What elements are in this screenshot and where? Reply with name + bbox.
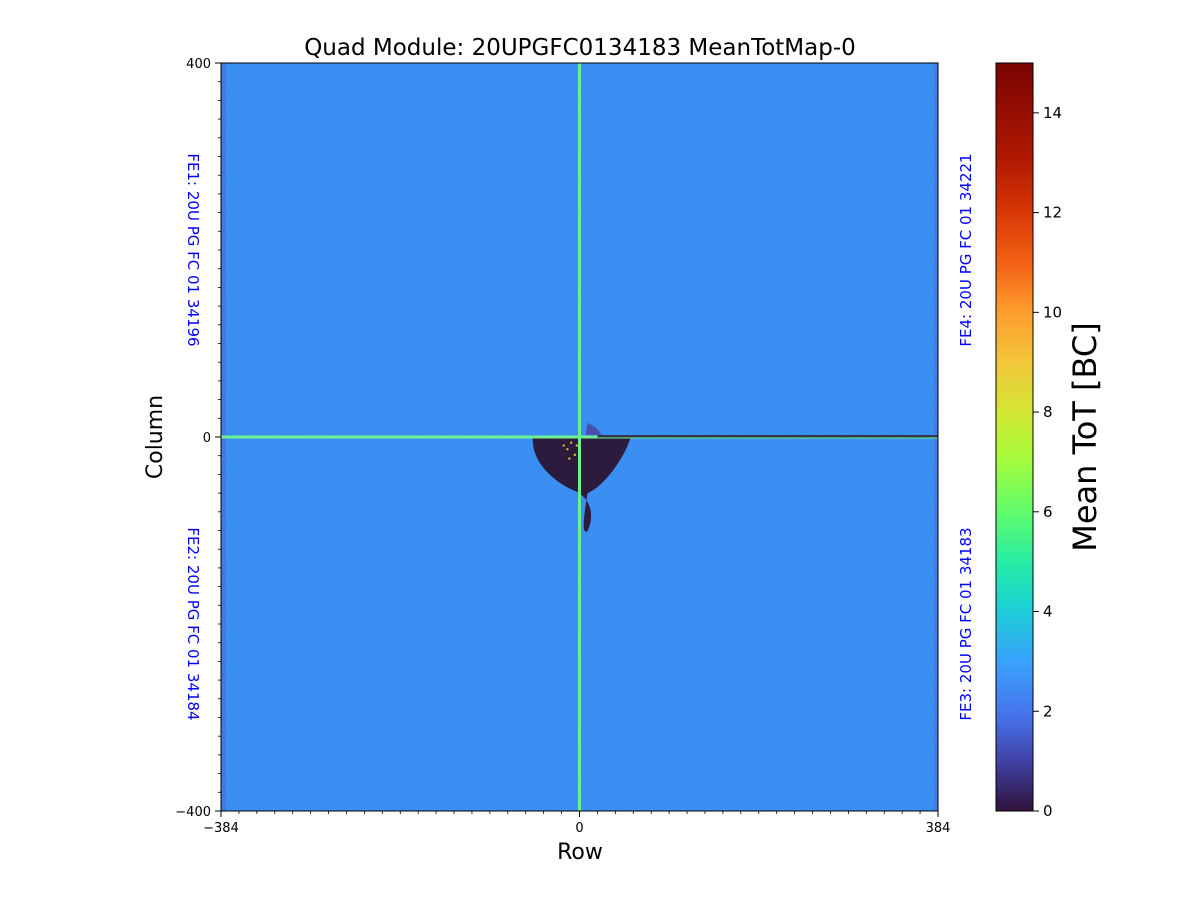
dead-region xyxy=(532,437,631,532)
x-tick-label: 384 xyxy=(926,821,951,836)
colorbar-tick-label: 12 xyxy=(1043,204,1062,222)
x-tick-label: −384 xyxy=(203,821,239,836)
colorbar-tick-label: 0 xyxy=(1043,802,1053,820)
colorbar-tick-label: 4 xyxy=(1043,603,1053,621)
y-tick-label: 400 xyxy=(186,57,211,72)
colorbar-tick-label: 8 xyxy=(1043,403,1053,421)
colorbar-gradient xyxy=(995,62,1034,812)
x-tick-label: 0 xyxy=(575,821,583,836)
hot-pixel-2 xyxy=(573,453,576,456)
colorbar-tick-label: 10 xyxy=(1043,303,1062,321)
colorbar: 0 2 4 6 8 10 12 14 xyxy=(995,62,1062,820)
quadrant-label-fe3: FE3: 20U PG FC 01 34183 xyxy=(957,527,975,720)
y-axis-label: Column xyxy=(143,395,168,479)
y-tick-label: −400 xyxy=(175,805,211,820)
hot-pixel-0 xyxy=(570,441,573,444)
quadrant-label-fe2: FE2: 20U PG FC 01 34184 xyxy=(184,527,202,720)
hot-pixel-3 xyxy=(568,457,571,460)
hot-pixel-1 xyxy=(566,448,569,451)
colorbar-tick-label: 14 xyxy=(1043,104,1062,122)
horizontal-dark-line xyxy=(597,435,938,438)
dead-region-spot xyxy=(585,423,602,435)
y-tick-label: 0 xyxy=(203,431,211,446)
quadrant-labels: FE1: 20U PG FC 01 34196 FE2: 20U PG FC 0… xyxy=(184,153,975,720)
hot-pixel-5 xyxy=(562,444,565,447)
colorbar-label: Mean ToT [BC] xyxy=(1066,322,1104,551)
hot-pixel-4 xyxy=(575,444,578,447)
quadrant-label-fe1: FE1: 20U PG FC 01 34196 xyxy=(184,153,202,346)
quadrant-label-fe4: FE4: 20U PG FC 01 34221 xyxy=(957,153,975,346)
colorbar-tick-label: 2 xyxy=(1043,702,1053,720)
horizontal-boundary-line xyxy=(221,435,938,439)
chart-title: Quad Module: 20UPGFC0134183 MeanTotMap-0 xyxy=(304,35,856,61)
plot-area: −384 0 384 −400 0 400 xyxy=(175,57,950,836)
x-axis-label: Row xyxy=(557,840,603,865)
colorbar-tick-label: 6 xyxy=(1043,503,1053,521)
